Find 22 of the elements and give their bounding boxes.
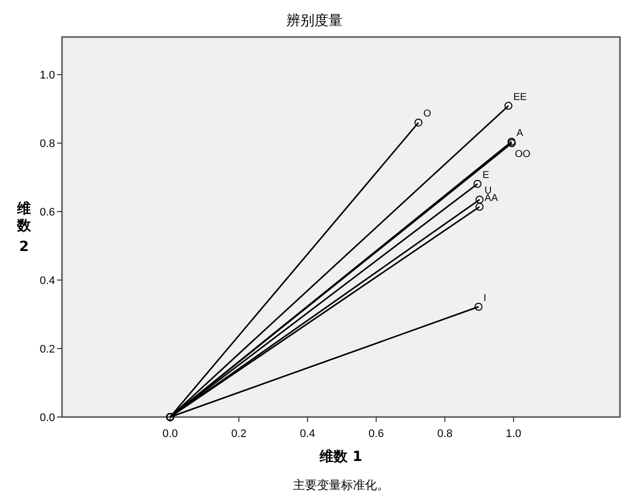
series-label: OO (514, 149, 531, 160)
x-axis-title: 维数 1 (318, 448, 362, 465)
x-tick-label: 0.4 (300, 428, 316, 440)
series-label: E (482, 170, 490, 181)
x-tick-label: 0.8 (437, 428, 453, 440)
x-tick-label: 1.0 (506, 428, 522, 440)
y-tick-label: 0.4 (40, 275, 55, 288)
y-axis-title: 维数 2 (16, 200, 32, 255)
series-label: O (423, 108, 432, 120)
text: 主要变量标准化。 (293, 478, 389, 492)
y-tick-label: 0.6 (40, 206, 55, 219)
y-tick-label: 0.2 (40, 344, 55, 356)
y-tick-label: 0.0 (40, 412, 55, 424)
series-label: EE (513, 92, 528, 103)
series-label: I (484, 292, 486, 304)
x-tick-label: 0.2 (231, 428, 246, 440)
series-label: A (516, 128, 524, 139)
y-tick-label: 1.0 (40, 70, 55, 82)
chart-title: 辨别度量 (286, 13, 342, 29)
x-tick-label: 0.6 (368, 428, 384, 440)
x-tick-label: 0.0 (162, 428, 178, 440)
y-tick-label: 0.8 (40, 138, 55, 150)
